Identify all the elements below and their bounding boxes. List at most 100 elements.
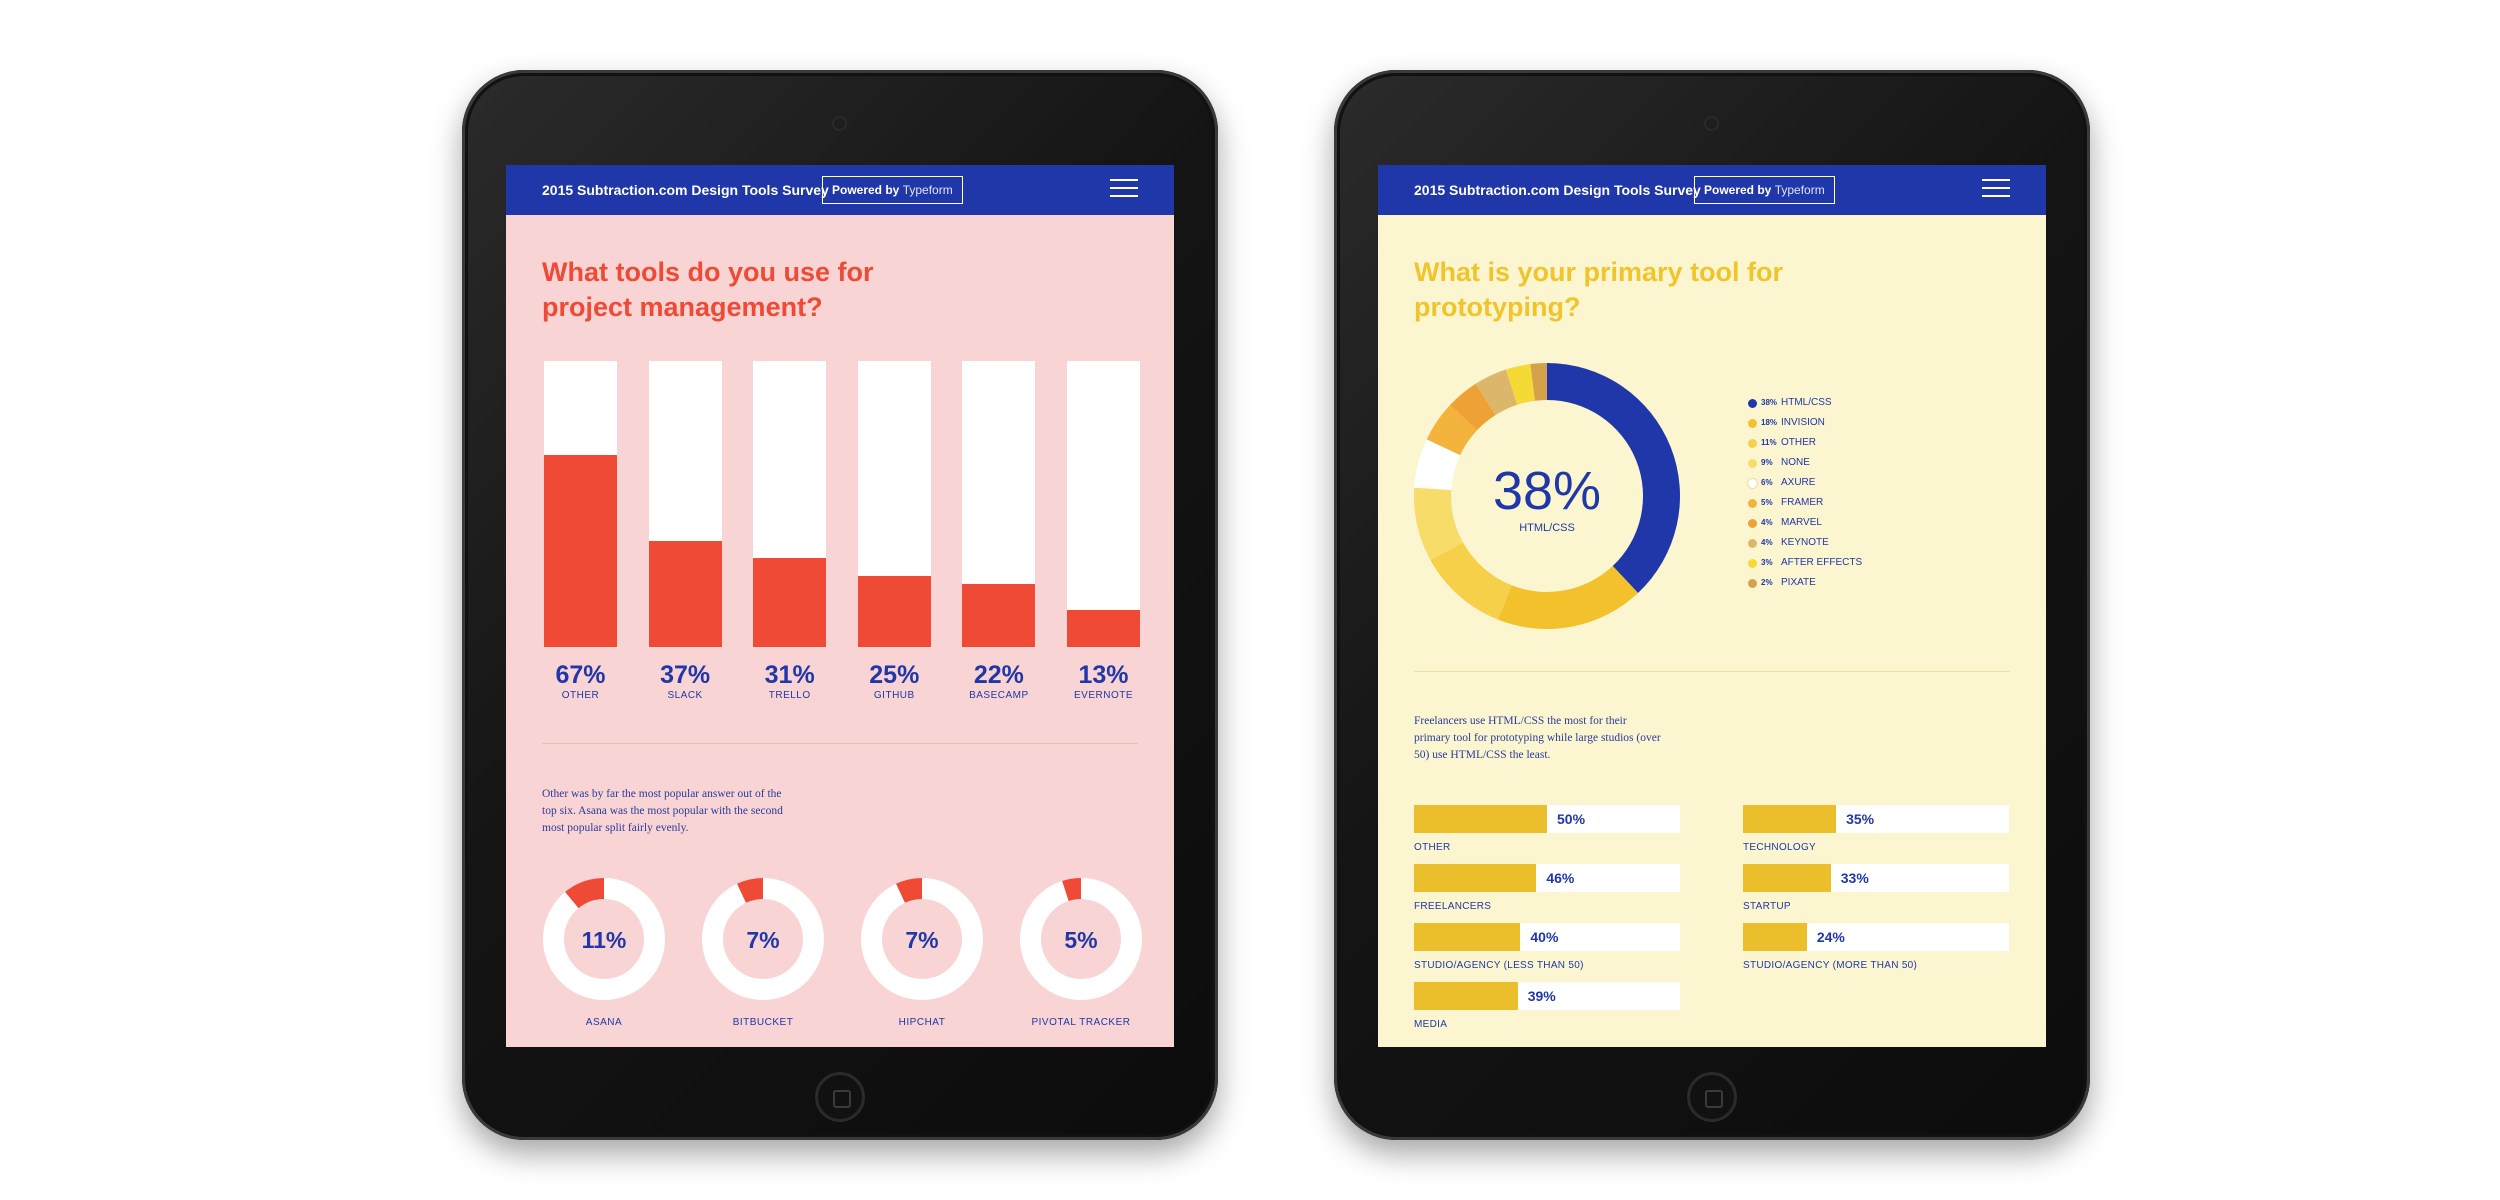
bar-value-label: 22% — [973, 661, 1024, 689]
donut-track — [542, 878, 665, 1000]
bar-track-evernote — [1067, 361, 1140, 647]
donut-category-label: ASANA — [585, 1017, 623, 1028]
donut-slice-after-effects[interactable] — [1505, 364, 1535, 405]
legend-swatch — [1748, 559, 1757, 568]
hbar-value-label: 35% — [1846, 811, 1875, 827]
donut-slice-axure[interactable] — [1414, 439, 1461, 490]
hbar-track-technology: 35% — [1743, 805, 2009, 833]
bar-value-label: 37% — [660, 661, 711, 689]
bar-basecamp[interactable] — [962, 584, 1036, 647]
donut-category-label: BITBUCKET — [732, 1017, 794, 1028]
legend-swatch — [1748, 419, 1757, 428]
prototyping-donut-chart: 38%HTML/CSS — [1414, 363, 1680, 629]
bar-value-label: 13% — [1078, 661, 1129, 689]
hbar-studio-agency-less-than-50[interactable] — [1414, 923, 1521, 951]
hbar-category-label: OTHER — [1414, 842, 1451, 853]
hbar-category-label: STUDIO/AGENCY (LESS THAN 50) — [1414, 960, 1584, 971]
hbar-other[interactable] — [1414, 805, 1547, 833]
legend-swatch — [1748, 459, 1757, 468]
donut-slice-other[interactable] — [1430, 542, 1512, 620]
donut-center-label: HTML/CSS — [1519, 522, 1575, 534]
hbar-track-other: 50% — [1414, 805, 1680, 833]
donut-slice-html-css[interactable] — [1547, 363, 1680, 593]
legend-label: AXURE — [1781, 477, 1816, 488]
hamburger-menu-icon[interactable] — [1110, 179, 1138, 201]
bar-category-label: TRELLO — [768, 690, 811, 701]
donut-slice-hipchat[interactable] — [896, 878, 922, 903]
donut-center-value: 38% — [1493, 461, 1601, 521]
bar-slack[interactable] — [648, 541, 722, 647]
bar-other[interactable] — [544, 455, 617, 647]
hbar-value-label: 33% — [1840, 870, 1869, 886]
legend-swatch — [1748, 519, 1757, 528]
legend-label: OTHER — [1781, 437, 1816, 448]
question-title: What tools do you use for project manage… — [542, 257, 874, 322]
donut-asana: 11% — [542, 878, 665, 1000]
divider — [542, 743, 1138, 744]
bar-category-label: GITHUB — [873, 690, 915, 701]
hbar-category-label: MEDIA — [1414, 1019, 1448, 1030]
powered-by-badge[interactable]: Powered by Typeform — [822, 176, 963, 204]
hbar-value-label: 50% — [1557, 811, 1586, 827]
legend-value: 9% — [1761, 458, 1773, 467]
donut-slice-pivotal-tracker[interactable] — [1062, 878, 1081, 901]
legend-value: 11% — [1761, 438, 1777, 447]
donut-category-label: PIVOTAL TRACKER — [1031, 1017, 1131, 1028]
donut-track — [1019, 878, 1142, 1000]
legend-value: 4% — [1761, 538, 1773, 547]
legend-label: INVISION — [1781, 417, 1825, 428]
hbar-category-label: STUDIO/AGENCY (MORE THAN 50) — [1743, 960, 1918, 971]
bar-github[interactable] — [857, 575, 931, 647]
hbar-value-label: 39% — [1527, 988, 1556, 1004]
survey-title: 2015 Subtraction.com Design Tools Survey — [542, 182, 829, 198]
question-title: What is your primary tool for prototypin… — [1414, 257, 1784, 322]
legend-value: 6% — [1761, 478, 1773, 487]
hbar-category-label: FREELANCERS — [1414, 901, 1492, 912]
donut-slice-framer[interactable] — [1426, 404, 1478, 456]
donut-slice-keynote[interactable] — [1475, 369, 1518, 415]
survey-title: 2015 Subtraction.com Design Tools Survey — [1414, 182, 1701, 198]
legend-swatch — [1748, 579, 1757, 588]
powered-by-badge[interactable]: Powered by Typeform — [1694, 176, 1835, 204]
home-button[interactable] — [815, 1072, 865, 1122]
donut-slice-none[interactable] — [1414, 487, 1463, 561]
bar-track-other — [544, 361, 617, 647]
bar-category-label: OTHER — [561, 690, 600, 701]
bar-track-github — [857, 361, 931, 647]
hbar-category-label: TECHNOLOGY — [1743, 842, 1817, 853]
hbar-category-label: STARTUP — [1743, 901, 1791, 912]
legend-label: HTML/CSS — [1781, 397, 1832, 408]
bar-evernote[interactable] — [1067, 609, 1140, 647]
donut-category-label: HIPCHAT — [898, 1017, 946, 1028]
legend-label: PIXATE — [1781, 577, 1816, 588]
hbar-freelancers[interactable] — [1414, 864, 1537, 892]
hbar-technology[interactable] — [1743, 805, 1837, 833]
navbar: 2015 Subtraction.com Design Tools Survey… — [506, 165, 1174, 215]
home-button[interactable] — [1687, 1072, 1737, 1122]
hamburger-menu-icon[interactable] — [1982, 179, 2010, 201]
hbar-studio-agency-more-than-50[interactable] — [1743, 923, 1807, 951]
typeform-brand: Typeform — [1774, 183, 1825, 197]
legend-label: MARVEL — [1781, 517, 1822, 528]
hbar-track-studio-agency-more-than-50: 24% — [1743, 923, 2009, 951]
hbar-startup[interactable] — [1743, 864, 1831, 892]
donut-slice-marvel[interactable] — [1450, 383, 1496, 431]
bar-category-label: EVERNOTE — [1073, 690, 1133, 701]
donut-value-label: 7% — [746, 927, 779, 953]
chart-note: Other was by far the most popular answer… — [542, 788, 783, 834]
bar-category-label: SLACK — [667, 690, 703, 701]
hbar-value-label: 24% — [1816, 929, 1845, 945]
donut-slice-bitbucket[interactable] — [737, 878, 763, 903]
donut-slice-invision[interactable] — [1498, 565, 1639, 629]
bar-value-label: 31% — [764, 661, 815, 689]
donut-track — [701, 878, 824, 1000]
donut-value-label: 5% — [1064, 927, 1097, 953]
screen-left: 2015 Subtraction.com Design Tools Survey… — [506, 165, 1174, 1047]
bar-trello[interactable] — [753, 558, 827, 647]
legend-value: 18% — [1761, 418, 1778, 427]
chart-note: Freelancers use HTML/CSS the most for th… — [1414, 715, 1661, 761]
hbar-media[interactable] — [1414, 982, 1518, 1010]
legend-swatch — [1748, 399, 1757, 408]
donut-slice-pixate[interactable] — [1530, 363, 1547, 401]
donut-slice-asana[interactable] — [565, 878, 604, 909]
